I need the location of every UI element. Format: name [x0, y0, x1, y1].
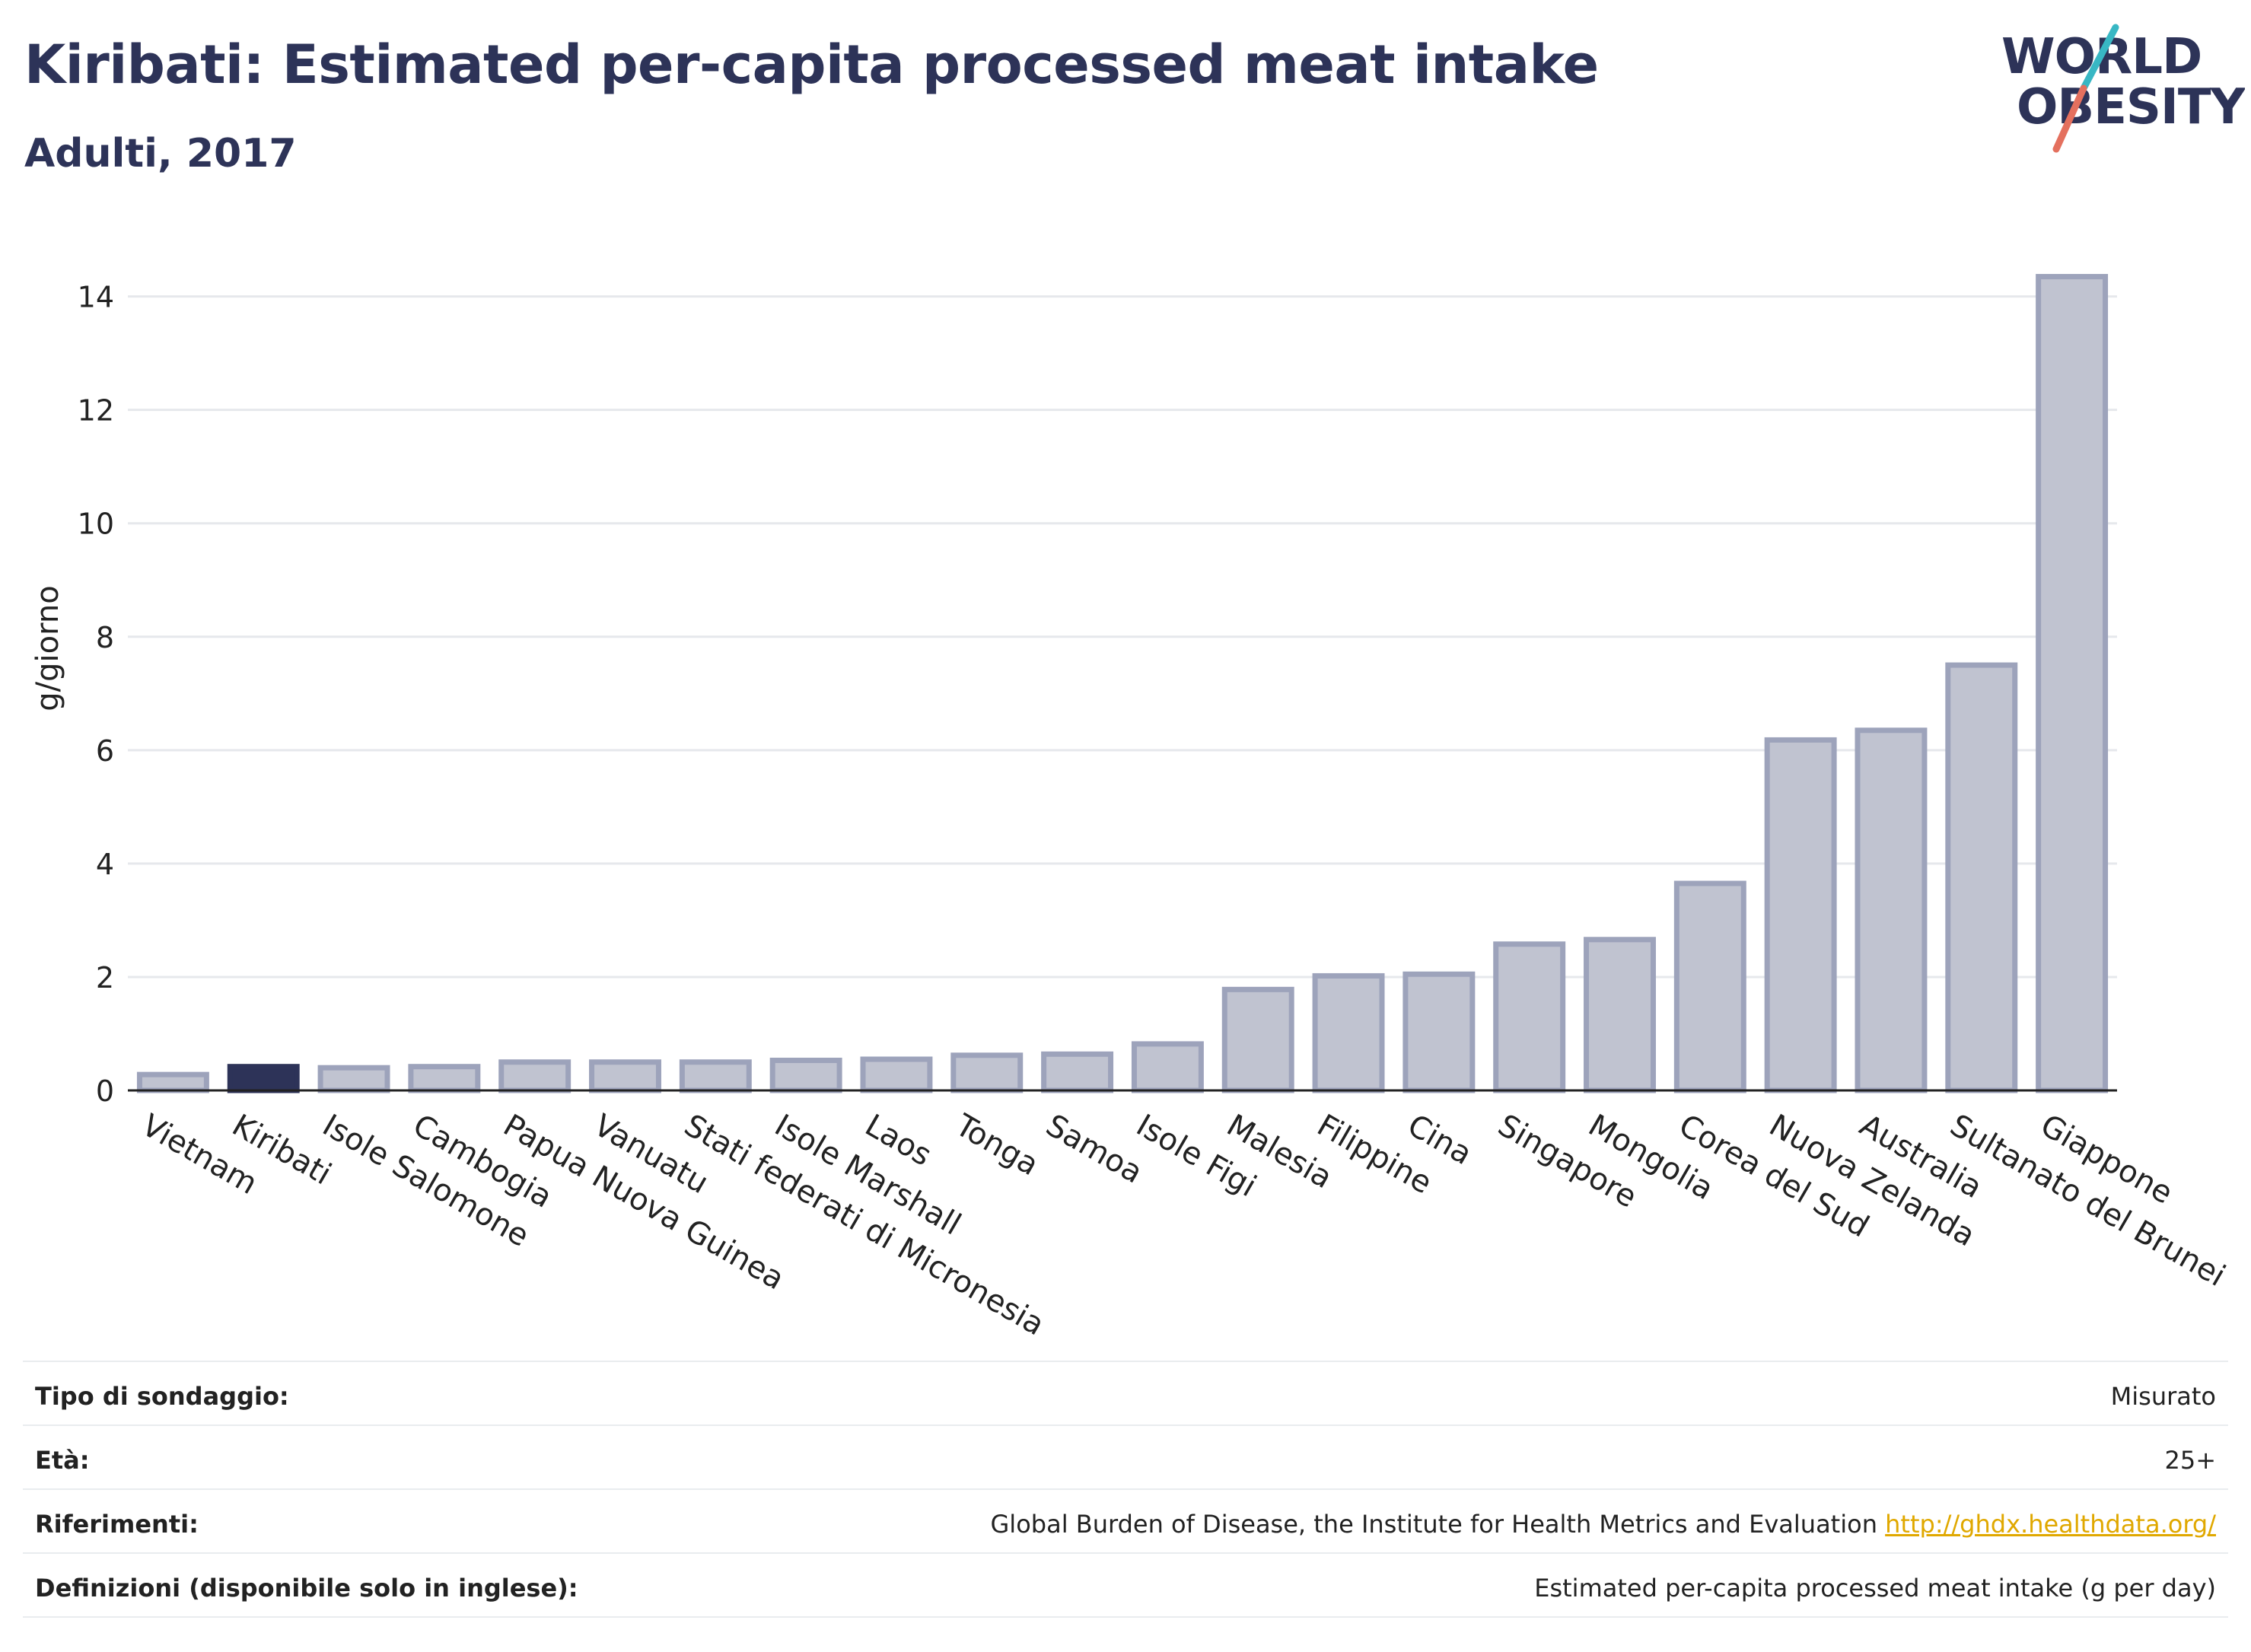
meta-row-references: Riferimenti: Global Burden of Disease, t… [23, 1488, 2228, 1552]
y-tick-label: 4 [96, 848, 114, 881]
meta-value: Estimated per-capita processed meat inta… [1534, 1574, 2216, 1603]
meta-row-age: Età: 25+ [23, 1424, 2228, 1488]
meta-key: Definizioni (disponibile solo in inglese… [35, 1574, 578, 1603]
y-tick-label: 12 [78, 394, 114, 428]
bar [589, 1059, 661, 1093]
bar [1131, 1041, 1204, 1093]
bar-highlight [227, 1064, 300, 1093]
world-obesity-logo: WORLD OBESITY [2001, 24, 2245, 153]
x-tick-label: Tonga [949, 1107, 1045, 1183]
logo-slash-teal [2080, 24, 2119, 92]
chart-title: Kiribati: Estimated per-capita processed… [24, 33, 1599, 96]
reference-text: Global Burden of Disease, the Institute … [990, 1510, 1877, 1539]
bar [1493, 941, 1566, 1093]
metadata-table: Tipo di sondaggio: Misurato Età: 25+ Rif… [23, 1361, 2228, 1618]
bar [860, 1056, 933, 1093]
y-axis-label: g/giorno [30, 585, 65, 711]
bar [1312, 972, 1385, 1093]
y-tick-label: 8 [96, 621, 114, 654]
bar [679, 1059, 752, 1093]
bar [1402, 971, 1476, 1093]
y-tick-label: 10 [78, 508, 114, 541]
bar [136, 1071, 209, 1093]
logo-slash-coral [2052, 84, 2087, 153]
chart-subtitle: Adulti, 2017 [24, 131, 297, 177]
meta-value-references: Global Burden of Disease, the Institute … [991, 1510, 2217, 1539]
meta-key: Tipo di sondaggio: [35, 1382, 289, 1411]
y-tick-label: 14 [78, 281, 114, 314]
bar [1764, 737, 1837, 1093]
bars [136, 274, 2109, 1093]
x-tick-label: Samoa [1040, 1108, 1148, 1191]
bar [408, 1064, 481, 1093]
meta-key: Età: [35, 1446, 90, 1475]
bar [1855, 727, 1928, 1093]
meta-value: Misurato [2110, 1382, 2216, 1411]
y-tick-label: 2 [96, 961, 114, 995]
reference-link[interactable]: http://ghdx.healthdata.org/ [1885, 1510, 2216, 1539]
logo-line2: OBESITY [2017, 79, 2245, 135]
meta-row-definitions: Definizioni (disponibile solo in inglese… [23, 1552, 2228, 1618]
meta-row-survey-type: Tipo di sondaggio: Misurato [23, 1361, 2228, 1424]
bar [1584, 937, 1656, 1093]
bar [950, 1052, 1024, 1093]
meta-value: 25+ [2164, 1446, 2216, 1475]
meta-key: Riferimenti: [35, 1510, 199, 1539]
bar [1945, 662, 2018, 1093]
y-tick-label: 0 [96, 1074, 114, 1108]
bar [2036, 274, 2109, 1093]
bar [1221, 986, 1294, 1093]
bar [769, 1058, 842, 1093]
bar [1673, 880, 1746, 1093]
bar [498, 1059, 572, 1093]
bar [317, 1065, 390, 1093]
bar [1041, 1051, 1114, 1093]
y-tick-label: 6 [96, 734, 114, 768]
